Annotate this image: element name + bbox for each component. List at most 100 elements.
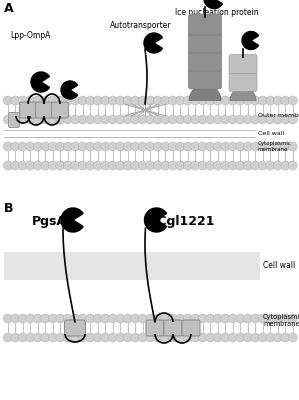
Circle shape xyxy=(131,96,140,105)
Circle shape xyxy=(11,314,20,323)
Circle shape xyxy=(63,96,72,105)
Circle shape xyxy=(11,142,20,151)
Circle shape xyxy=(161,333,170,342)
Circle shape xyxy=(168,314,177,323)
Circle shape xyxy=(161,161,170,170)
Circle shape xyxy=(63,142,72,151)
Circle shape xyxy=(213,142,222,151)
Circle shape xyxy=(221,314,230,323)
Circle shape xyxy=(93,333,102,342)
Circle shape xyxy=(101,161,110,170)
Circle shape xyxy=(153,314,162,323)
Text: Ice nucleation protein: Ice nucleation protein xyxy=(175,8,259,17)
Circle shape xyxy=(228,333,237,342)
Circle shape xyxy=(123,142,132,151)
Circle shape xyxy=(258,314,267,323)
Circle shape xyxy=(41,161,50,170)
Circle shape xyxy=(161,142,170,151)
Circle shape xyxy=(108,96,117,105)
Circle shape xyxy=(191,142,200,151)
Circle shape xyxy=(71,161,80,170)
Circle shape xyxy=(48,142,57,151)
Circle shape xyxy=(3,333,12,342)
Circle shape xyxy=(146,161,155,170)
Circle shape xyxy=(183,142,192,151)
FancyBboxPatch shape xyxy=(65,320,86,336)
Circle shape xyxy=(221,142,230,151)
Circle shape xyxy=(86,333,95,342)
Circle shape xyxy=(138,314,147,323)
Circle shape xyxy=(206,314,215,323)
Circle shape xyxy=(213,314,222,323)
Circle shape xyxy=(18,142,27,151)
Circle shape xyxy=(93,96,102,105)
Circle shape xyxy=(228,115,237,124)
Circle shape xyxy=(183,96,192,105)
Circle shape xyxy=(116,142,125,151)
Circle shape xyxy=(33,115,42,124)
Circle shape xyxy=(243,96,252,105)
Circle shape xyxy=(41,314,50,323)
Circle shape xyxy=(116,161,125,170)
Wedge shape xyxy=(230,88,256,100)
Circle shape xyxy=(236,314,245,323)
Wedge shape xyxy=(204,0,222,8)
Circle shape xyxy=(206,96,215,105)
Circle shape xyxy=(176,314,185,323)
Circle shape xyxy=(108,161,117,170)
Circle shape xyxy=(221,333,230,342)
Circle shape xyxy=(221,115,230,124)
Circle shape xyxy=(198,96,207,105)
Circle shape xyxy=(138,333,147,342)
Circle shape xyxy=(146,333,155,342)
Circle shape xyxy=(131,142,140,151)
Circle shape xyxy=(71,96,80,105)
FancyBboxPatch shape xyxy=(36,102,53,118)
Circle shape xyxy=(131,333,140,342)
Circle shape xyxy=(123,96,132,105)
Circle shape xyxy=(213,96,222,105)
Circle shape xyxy=(86,314,95,323)
Circle shape xyxy=(101,142,110,151)
FancyBboxPatch shape xyxy=(182,320,200,336)
FancyBboxPatch shape xyxy=(188,50,222,71)
Text: Cytoplasmic membrane: Cytoplasmic membrane xyxy=(258,141,292,152)
Circle shape xyxy=(26,333,35,342)
Circle shape xyxy=(153,96,162,105)
Circle shape xyxy=(48,115,57,124)
Circle shape xyxy=(33,142,42,151)
Circle shape xyxy=(123,161,132,170)
Circle shape xyxy=(101,333,110,342)
Circle shape xyxy=(258,161,267,170)
Circle shape xyxy=(176,115,185,124)
Circle shape xyxy=(93,161,102,170)
Circle shape xyxy=(273,115,282,124)
Circle shape xyxy=(258,115,267,124)
Circle shape xyxy=(86,142,95,151)
Text: Lpp-OmpA: Lpp-OmpA xyxy=(10,30,50,40)
Circle shape xyxy=(288,314,297,323)
Circle shape xyxy=(161,115,170,124)
Circle shape xyxy=(131,314,140,323)
Text: B: B xyxy=(4,202,13,215)
Circle shape xyxy=(273,333,282,342)
Circle shape xyxy=(251,314,260,323)
Circle shape xyxy=(221,161,230,170)
Circle shape xyxy=(138,96,147,105)
Circle shape xyxy=(191,115,200,124)
Circle shape xyxy=(266,96,275,105)
Circle shape xyxy=(86,115,95,124)
Circle shape xyxy=(251,115,260,124)
Text: Cell wall: Cell wall xyxy=(258,131,284,136)
Circle shape xyxy=(78,161,87,170)
Circle shape xyxy=(33,314,42,323)
Circle shape xyxy=(138,161,147,170)
Circle shape xyxy=(108,314,117,323)
Circle shape xyxy=(101,96,110,105)
Circle shape xyxy=(33,96,42,105)
Circle shape xyxy=(116,333,125,342)
Circle shape xyxy=(236,115,245,124)
Circle shape xyxy=(86,161,95,170)
Circle shape xyxy=(146,115,155,124)
Circle shape xyxy=(48,161,57,170)
